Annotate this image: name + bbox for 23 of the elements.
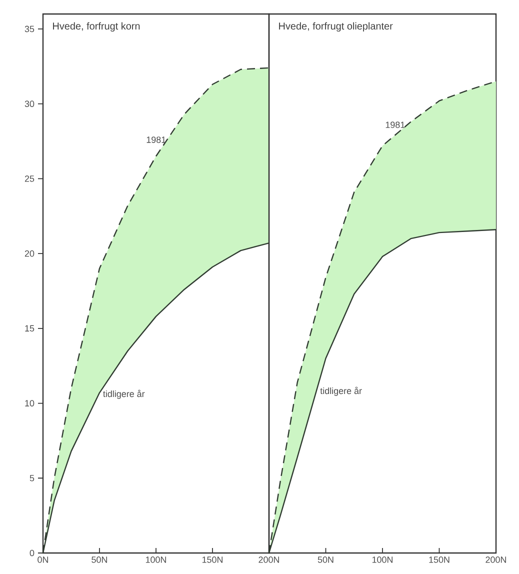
y-tick-label: 30 <box>24 100 34 108</box>
x-tick-label: 200N <box>258 556 279 563</box>
x-tick-label: 0N <box>38 556 48 563</box>
annotation: tidligere år <box>320 386 362 396</box>
annotation: 1981 <box>146 136 166 143</box>
x-tick-label: 150N <box>202 556 222 563</box>
y-tick-label: 5 <box>30 475 34 482</box>
x-tick-label: 100N <box>372 556 392 563</box>
x-tick-label: 50N <box>318 556 334 563</box>
y-tick-label: 35 <box>24 26 34 32</box>
y-tick-label: 0 <box>30 550 34 556</box>
y-tick-label: 15 <box>25 325 34 332</box>
text: Hvede, forfrugt korn <box>53 22 140 32</box>
y-tick-label: 25 <box>24 176 34 182</box>
y-tick-label: 10 <box>25 400 34 406</box>
x-tick-label: 50N <box>92 556 107 563</box>
x-tick-label: 150N <box>429 556 450 563</box>
x-tick-label: 200N <box>486 556 506 563</box>
x-tick-label: 100N <box>146 556 166 563</box>
annotation: 1981 <box>386 122 405 128</box>
y-tick-label: 20 <box>24 250 34 257</box>
annotation: tidligere år <box>103 390 145 399</box>
text: Hvede, forfrugt olieplanter <box>279 22 393 32</box>
